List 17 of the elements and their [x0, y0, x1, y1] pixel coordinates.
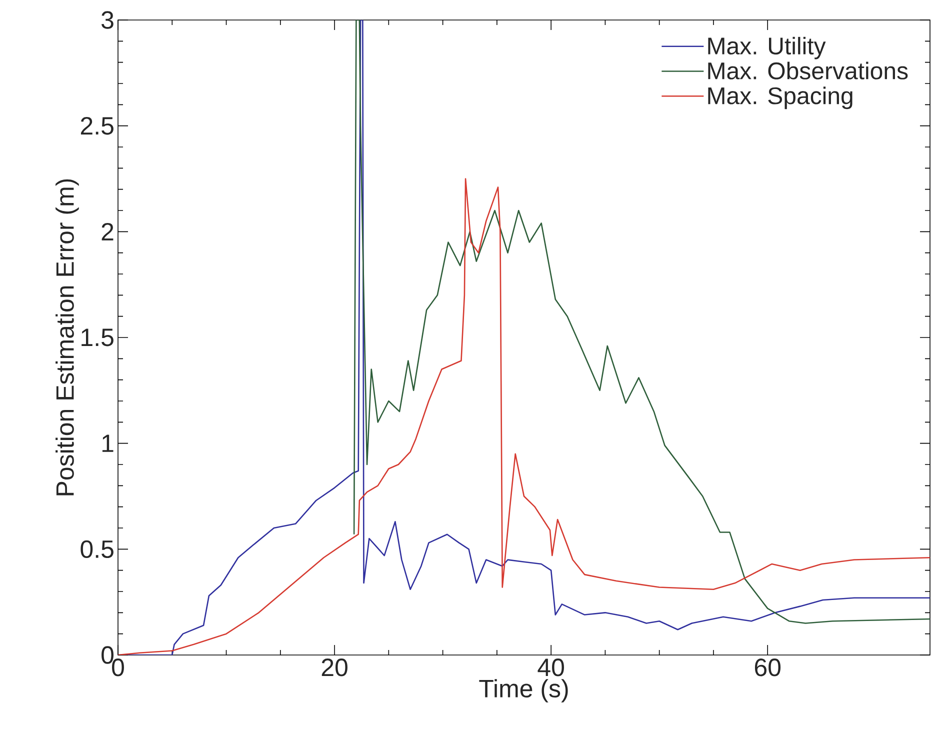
legend-label: Max. Spacing [708, 86, 852, 110]
y-axis-title: Position Estimation Error (m) [56, 179, 79, 496]
y-tick-label: 0.5 [80, 540, 114, 558]
x-tick-label: 40 [538, 658, 564, 676]
y-tick-label: 0 [102, 646, 114, 664]
y-tick-label: 1 [102, 434, 114, 452]
y-tick-label: 2.5 [80, 116, 114, 135]
x-tick-label: 60 [754, 658, 781, 676]
line-series [118, 20, 930, 655]
x-tick-label: 20 [322, 658, 348, 676]
line-series [353, 20, 930, 624]
y-tick-label: 3 [102, 11, 114, 29]
legend-label: Max. Utility [708, 36, 826, 60]
y-tick-label: 1.5 [82, 328, 114, 346]
y-tick-label: 2 [102, 222, 114, 240]
legend-label: Max. Observations [708, 62, 908, 80]
x-axis-title: Time (s) [479, 679, 568, 702]
